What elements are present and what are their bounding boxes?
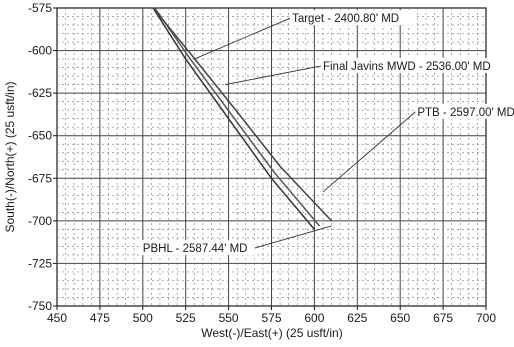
annotation-background xyxy=(320,57,508,73)
x-tick-label: 575 xyxy=(261,311,281,325)
y-tick-label: -600 xyxy=(28,44,52,58)
y-axis-title: South(-)/North(+) (25 usft/in) xyxy=(3,81,17,232)
series-line-1 xyxy=(152,7,315,230)
annotation-background xyxy=(415,103,514,119)
annotation-label: PTB - 2597.00' MD xyxy=(417,107,514,119)
x-tick-label: 675 xyxy=(433,311,453,325)
series-line-3 xyxy=(152,7,333,222)
y-axis-ticks: -575 -600 -625 -650 -675 -700 -725 -750 xyxy=(28,1,57,313)
annotation-leader xyxy=(225,65,322,86)
annotation-label: PBHL - 2587.44' MD xyxy=(143,243,248,255)
annotation-background xyxy=(290,10,417,26)
y-tick-label: -625 xyxy=(28,86,52,100)
annotation-label: Target - 2400.80' MD xyxy=(292,13,399,25)
x-tick-label: 550 xyxy=(219,311,239,325)
x-tick-label: 450 xyxy=(47,311,67,325)
annotation-background xyxy=(140,240,255,256)
x-tick-label: 475 xyxy=(90,311,110,325)
x-axis-title: West(-)/East(+) (25 usft/in) xyxy=(201,326,342,340)
y-tick-label: -700 xyxy=(28,214,52,228)
annotation-label: Final Javins MWD - 2536.00' MD xyxy=(323,61,491,73)
annotations: Target - 2400.80' MD Final Javins MWD - 2… xyxy=(140,10,514,256)
y-tick-label: -650 xyxy=(28,129,52,143)
annotation-leader xyxy=(322,111,416,193)
x-tick-label: 525 xyxy=(176,311,196,325)
annotation-leader xyxy=(194,17,291,60)
y-tick-label: -725 xyxy=(28,256,52,270)
x-axis-ticks: 450 475 500 525 550 575 600 625 650 675 700 xyxy=(47,306,496,325)
x-tick-label: 600 xyxy=(304,311,324,325)
x-tick-label: 625 xyxy=(347,311,367,325)
annotation-leader xyxy=(254,225,332,249)
series-line-2 xyxy=(154,7,321,227)
grid xyxy=(57,8,486,306)
series-group xyxy=(152,7,333,230)
x-tick-label: 500 xyxy=(133,311,153,325)
x-tick-label: 650 xyxy=(390,311,410,325)
y-tick-label: -675 xyxy=(28,171,52,185)
y-tick-label: -575 xyxy=(28,1,52,15)
y-tick-label: -750 xyxy=(28,299,52,313)
x-tick-label: 700 xyxy=(476,311,496,325)
